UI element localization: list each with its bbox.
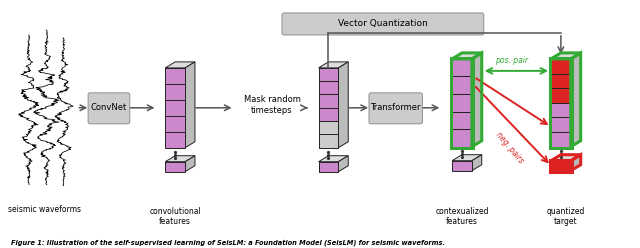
Bar [165,68,185,84]
Bar [452,112,472,129]
Polygon shape [319,62,348,68]
Bar [165,116,185,132]
Text: Figure 1: Illustration of the self-supervised learning of SeisLM: a Foundation M: Figure 1: Illustration of the self-super… [11,240,445,246]
Bar [452,59,472,76]
Polygon shape [165,62,195,68]
Bar [319,108,339,121]
Bar [165,162,185,172]
FancyBboxPatch shape [369,93,422,124]
Bar [551,88,571,103]
Polygon shape [472,155,482,171]
FancyBboxPatch shape [282,13,484,35]
Bar [165,84,185,100]
Polygon shape [319,156,348,162]
Polygon shape [165,156,195,162]
Text: Mask random
timesteps: Mask random timesteps [244,95,301,115]
Polygon shape [185,62,195,148]
Bar [319,68,339,81]
Text: contexualized
features: contexualized features [435,207,489,226]
Bar [451,58,473,148]
Polygon shape [571,155,580,171]
Bar [319,81,339,94]
Bar [550,160,572,172]
Bar [319,94,339,108]
Polygon shape [452,53,482,59]
Text: neg. pairs: neg. pairs [494,130,525,165]
Bar [551,74,571,88]
Bar [551,118,571,132]
Polygon shape [185,156,195,172]
Bar [551,103,571,118]
Bar [551,132,571,147]
Bar [551,59,571,74]
Bar [452,129,472,147]
FancyBboxPatch shape [88,93,130,124]
Polygon shape [472,53,482,147]
Polygon shape [339,156,348,172]
Bar [452,161,472,171]
Polygon shape [571,53,580,147]
Bar [550,58,572,148]
Bar [452,76,472,94]
Polygon shape [339,62,348,148]
Text: ConvNet: ConvNet [91,103,127,112]
Text: Vector Quantization: Vector Quantization [338,19,428,29]
Text: pos. pair: pos. pair [495,56,528,65]
Polygon shape [551,53,580,59]
Text: convolutional
features: convolutional features [149,207,201,226]
Bar [551,161,571,171]
Bar [165,100,185,116]
Text: Transformer: Transformer [371,103,421,112]
Bar [319,134,339,148]
Bar [165,132,185,148]
Text: seismic waveforms: seismic waveforms [8,205,81,214]
Polygon shape [551,155,580,161]
Bar [319,162,339,172]
Bar [452,94,472,112]
Bar [319,121,339,134]
Text: quantized
target: quantized target [547,207,585,226]
Polygon shape [452,155,482,161]
